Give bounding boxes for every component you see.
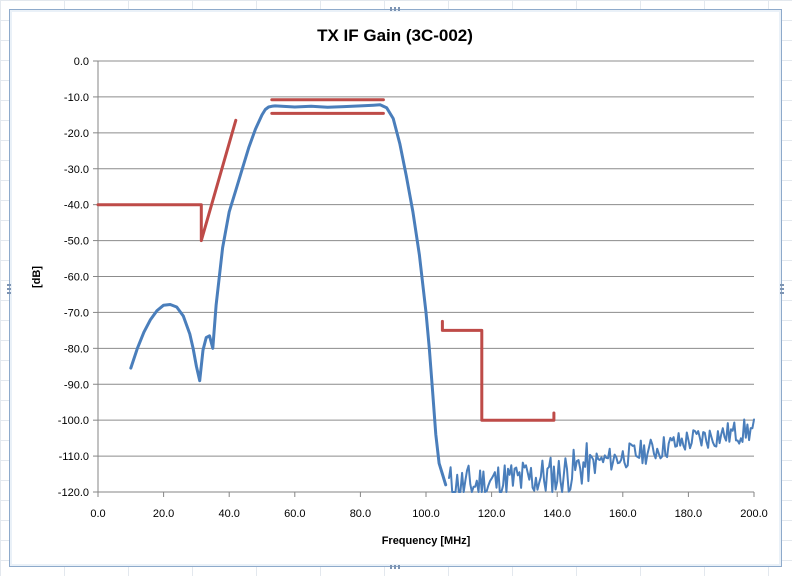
x-tick-label: 180.0 bbox=[675, 508, 703, 520]
y-tick-label: -110.0 bbox=[59, 451, 89, 463]
x-axis-label: Frequency [MHz] bbox=[382, 535, 471, 547]
y-tick-label: -90.0 bbox=[64, 379, 89, 391]
resize-handle-right-icon[interactable] bbox=[780, 282, 784, 294]
y-tick-label: -20.0 bbox=[64, 128, 89, 140]
y-tick-label: -10.0 bbox=[64, 92, 89, 104]
y-axis-label: [dB] bbox=[31, 266, 43, 288]
x-tick-label: 140.0 bbox=[543, 508, 571, 520]
y-tick-label: -80.0 bbox=[64, 343, 89, 355]
plot-area bbox=[96, 98, 755, 493]
x-tick-label: 20.0 bbox=[153, 508, 174, 520]
x-tick-label: 80.0 bbox=[350, 508, 371, 520]
y-tick-label: -60.0 bbox=[64, 272, 89, 284]
tick-labels: 0.0 -10.0 -20.0 -30.0 -40.0 -50.0 -60.0 -70.0 -8… bbox=[58, 56, 768, 520]
y-tick-label: -40.0 bbox=[64, 200, 89, 212]
y-tick-label: -30.0 bbox=[64, 164, 89, 176]
gridlines bbox=[98, 60, 754, 457]
chart-title: TX IF Gain (3C-002) bbox=[317, 26, 473, 45]
x-tick-label: 0.0 bbox=[90, 508, 105, 520]
y-tick-label: 0.0 bbox=[74, 56, 89, 68]
mask-line-5 bbox=[440, 319, 556, 422]
x-tick-label: 120.0 bbox=[478, 508, 506, 520]
resize-handle-bottom-icon[interactable] bbox=[390, 565, 402, 569]
y-tick-label: -120.0 bbox=[58, 487, 89, 499]
y-tick-label: -50.0 bbox=[64, 236, 89, 248]
x-tick-label: 100.0 bbox=[412, 508, 440, 520]
resize-handle-top-icon[interactable] bbox=[390, 7, 402, 11]
x-tick-label: 40.0 bbox=[218, 508, 239, 520]
chart-frame[interactable] bbox=[9, 9, 782, 567]
y-tick-label: -70.0 bbox=[64, 307, 89, 319]
gain-line-1 bbox=[448, 418, 755, 493]
gain-line-0 bbox=[129, 103, 448, 487]
y-tick-label: -100.0 bbox=[58, 415, 89, 427]
x-tick-label: 160.0 bbox=[609, 508, 637, 520]
resize-handle-left-icon[interactable] bbox=[7, 282, 11, 294]
x-tick-label: 200.0 bbox=[740, 508, 768, 520]
mask-line-2 bbox=[96, 118, 238, 243]
axes bbox=[93, 60, 755, 497]
x-tick-label: 60.0 bbox=[284, 508, 305, 520]
